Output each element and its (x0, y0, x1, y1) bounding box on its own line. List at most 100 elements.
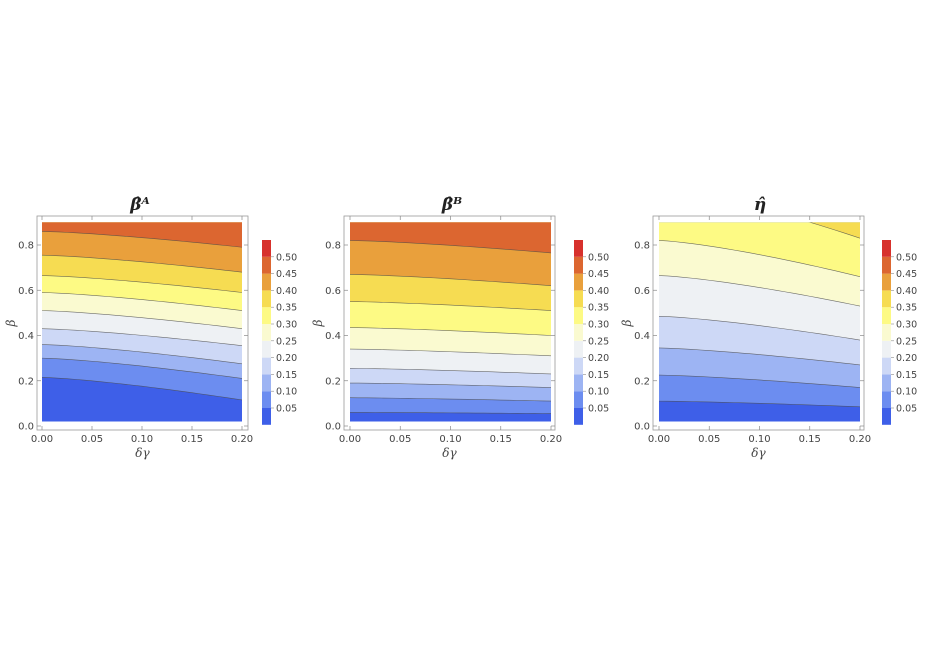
y-axis-label: β (620, 319, 634, 327)
y-tick-label: 0.6 (325, 286, 341, 297)
legend-swatch (574, 374, 583, 392)
legend-swatch (882, 374, 891, 392)
legend-tick-label: 0.40 (588, 286, 609, 297)
contour-line-0.15 (42, 344, 242, 365)
legend-tick-label: 0.50 (588, 252, 609, 263)
legend-swatch (574, 256, 583, 274)
y-tick-label: 0.4 (325, 331, 341, 342)
legend-tick-label: 0.45 (588, 269, 609, 280)
legend-tick-label: 0.15 (276, 370, 297, 381)
legend-swatch (262, 391, 271, 408)
contour-line-0.15 (659, 347, 860, 366)
y-tick-label: 0.8 (18, 241, 34, 252)
legend-swatch (882, 324, 891, 341)
x-tick-label: 0.00 (31, 434, 53, 445)
legend-swatch (262, 290, 271, 308)
y-tick-label: 0.6 (18, 286, 34, 297)
legend-tick-label: 0.35 (276, 303, 297, 314)
contour-line-0.30 (659, 240, 860, 277)
legend-tick-label: 0.45 (896, 269, 917, 280)
legend-tick-label: 0.05 (588, 404, 609, 415)
contour-line-0.25 (659, 275, 860, 307)
plot-frame (652, 215, 865, 431)
contour-line-0.20 (659, 315, 860, 341)
legend-tick-label: 0.10 (276, 387, 297, 398)
legend-swatch (882, 408, 891, 425)
contour-line-0.35 (42, 275, 242, 293)
legend-tick-label: 0.40 (276, 286, 297, 297)
contour-line-0.45 (42, 231, 242, 248)
panel-title: η̂ (754, 195, 766, 215)
x-tick-label: 0.10 (131, 434, 153, 445)
legend-tick-label: 0.40 (896, 286, 917, 297)
legend-tick-label: 0.30 (896, 320, 917, 331)
y-tick-label: 0.2 (18, 376, 34, 387)
panel-beta-a: 0.00 0.05 0.10 0.15 0.20 0.0 0.2 0.4 0.6 0.8 δγ β β̂… (4, 195, 297, 460)
panel-eta: 0.00 0.05 0.10 0.15 0.20 0.0 0.2 0.4 0.6 0.8 δγ β η̂… (620, 195, 917, 460)
panel-beta-b: 0.00 0.05 0.10 0.15 0.20 0.0 0.2 0.4 0.6 0.8 δγ β β̂… (311, 195, 609, 460)
color-legend: 0.05 0.10 0.15 0.20 0.25 0.30 0.35 0.40 0.45 0.50 (262, 240, 297, 425)
legend-swatch (262, 340, 271, 358)
legend-tick-label: 0.05 (276, 404, 297, 415)
legend-tick-label: 0.50 (276, 252, 297, 263)
contour-bands (42, 222, 242, 422)
legend-swatch (882, 290, 891, 308)
x-tick-label: 0.05 (389, 434, 411, 445)
legend-tick-label: 0.20 (276, 353, 297, 364)
contour-line-0.35 (809, 222, 860, 239)
legend-swatch (574, 324, 583, 341)
contour-line-0.05 (42, 377, 242, 401)
legend-swatch (262, 324, 271, 341)
contour-line-0.20 (42, 328, 242, 346)
y-tick-label: 0.8 (325, 241, 341, 252)
contour-line-0.25 (350, 348, 551, 357)
legend-swatch (882, 340, 891, 358)
y-axis-label: β (4, 319, 18, 327)
x-tick-label: 0.00 (339, 434, 361, 445)
panel-title: β̂ᴮ (441, 195, 462, 215)
x-tick-label: 0.20 (231, 434, 253, 445)
legend-swatch (882, 357, 891, 375)
legend-tick-label: 0.05 (896, 404, 917, 415)
legend-tick-label: 0.15 (896, 370, 917, 381)
legend-swatch (262, 374, 271, 392)
contour-band-0.45 (350, 222, 551, 253)
contour-line-0.30 (42, 292, 242, 311)
legend-swatch (882, 240, 891, 257)
contour-line-0.45 (350, 240, 551, 254)
legend-tick-label: 0.35 (588, 303, 609, 314)
y-axis-label: β (311, 319, 325, 327)
panel-title: β̂ᴬ (129, 195, 150, 215)
contour-line-0.30 (350, 327, 551, 336)
contour-line-0.20 (350, 368, 551, 375)
x-tick-label: 0.15 (490, 434, 512, 445)
plot-frame (343, 215, 556, 431)
contour-line-0.35 (350, 301, 551, 311)
color-legend: 0.05 0.10 0.15 0.20 0.25 0.30 0.35 0.40 0.45 0.50 (882, 240, 917, 425)
legend-tick-label: 0.15 (588, 370, 609, 381)
contour-line-0.05 (659, 400, 860, 408)
y-tick-label: 0.4 (634, 331, 650, 342)
legend-tick-label: 0.25 (896, 336, 917, 347)
plot-frame (36, 215, 249, 431)
legend-tick-label: 0.25 (588, 336, 609, 347)
contour-line-0.10 (350, 397, 551, 402)
legend-tick-label: 0.20 (588, 353, 609, 364)
contour-line-0.10 (42, 357, 242, 379)
y-tick-label: 0.2 (325, 376, 341, 387)
legend-tick-label: 0.30 (588, 320, 609, 331)
legend-swatch (262, 408, 271, 425)
contour-band-0.45 (42, 222, 242, 248)
x-tick-label: 0.05 (81, 434, 103, 445)
y-tick-label: 0.6 (634, 286, 650, 297)
legend-swatch (574, 240, 583, 257)
contour-line-0.05 (350, 412, 551, 414)
x-tick-label: 0.20 (849, 434, 871, 445)
legend-tick-label: 0.30 (276, 320, 297, 331)
y-tick-label: 0.0 (634, 422, 650, 433)
legend-tick-label: 0.45 (276, 269, 297, 280)
x-axis-label: δγ (442, 446, 457, 460)
legend-swatch (574, 340, 583, 358)
contour-band-0.30 (659, 222, 860, 277)
